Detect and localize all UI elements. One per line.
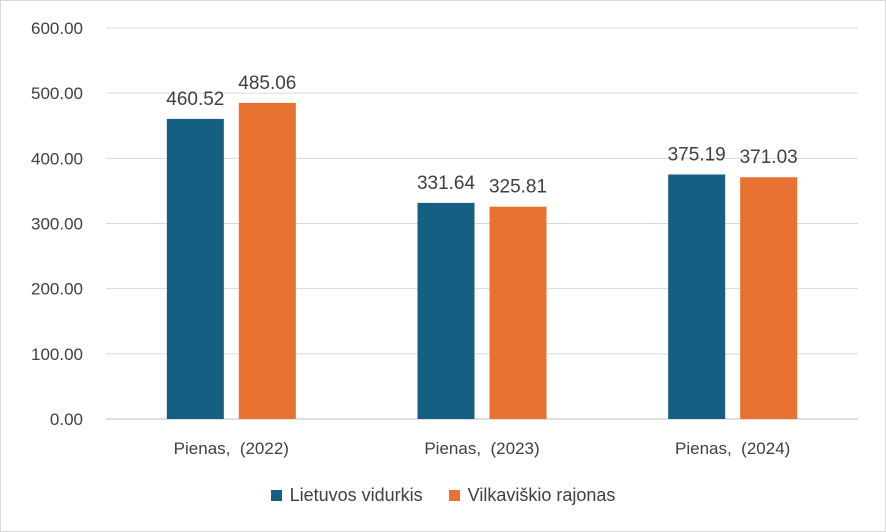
data-label: 331.64 xyxy=(417,173,476,194)
x-tick-label: Pienas, (2023) xyxy=(424,439,539,458)
y-axis-ticks: 0.00 100.00 200.00 300.00 400.00 500.00 600.00 xyxy=(31,19,83,429)
legend-item-vilkaviskio-rajonas: Vilkaviškio rajonas xyxy=(448,485,616,506)
bar xyxy=(489,206,547,419)
data-label: 485.06 xyxy=(238,73,296,94)
y-tick-label: 400.00 xyxy=(31,149,83,168)
data-label: 460.52 xyxy=(166,89,224,110)
data-labels: 460.52 485.06 331.64 325.81 375.19 371.03 xyxy=(166,73,797,198)
legend-swatch-lietuvos-vidurkis xyxy=(270,490,282,501)
bar xyxy=(668,174,726,419)
y-tick-label: 100.00 xyxy=(31,345,83,364)
bar xyxy=(238,102,296,420)
data-label: 371.03 xyxy=(740,147,798,168)
y-tick-label: 600.00 xyxy=(31,19,83,38)
y-tick-label: 300.00 xyxy=(31,215,83,234)
legend-label-vilkaviskio-rajonas: Vilkaviškio rajonas xyxy=(467,485,616,505)
data-label: 375.19 xyxy=(668,145,726,166)
data-label: 325.81 xyxy=(489,177,547,198)
y-tick-label: 500.00 xyxy=(31,84,83,103)
x-tick-label: Pienas, (2024) xyxy=(675,439,790,458)
y-tick-label: 0.00 xyxy=(50,410,83,429)
x-axis-ticks: Pienas, (2022) Pienas, (2023) Pienas, (202… xyxy=(174,439,791,458)
legend-swatch-vilkaviskio-rajonas xyxy=(448,490,460,501)
legend-label-lietuvos-vidurkis: Lietuvos vidurkis xyxy=(289,485,423,505)
bar xyxy=(417,202,475,419)
legend: Lietuvos vidurkis Vilkaviškio rajonas xyxy=(1,485,885,506)
x-tick-label: Pienas, (2022) xyxy=(174,439,289,458)
y-tick-label: 200.00 xyxy=(31,280,83,299)
bar xyxy=(740,177,798,419)
gridlines xyxy=(106,27,858,420)
bar xyxy=(166,118,224,419)
legend-item-lietuvos-vidurkis: Lietuvos vidurkis xyxy=(270,485,423,506)
bars xyxy=(166,102,798,420)
